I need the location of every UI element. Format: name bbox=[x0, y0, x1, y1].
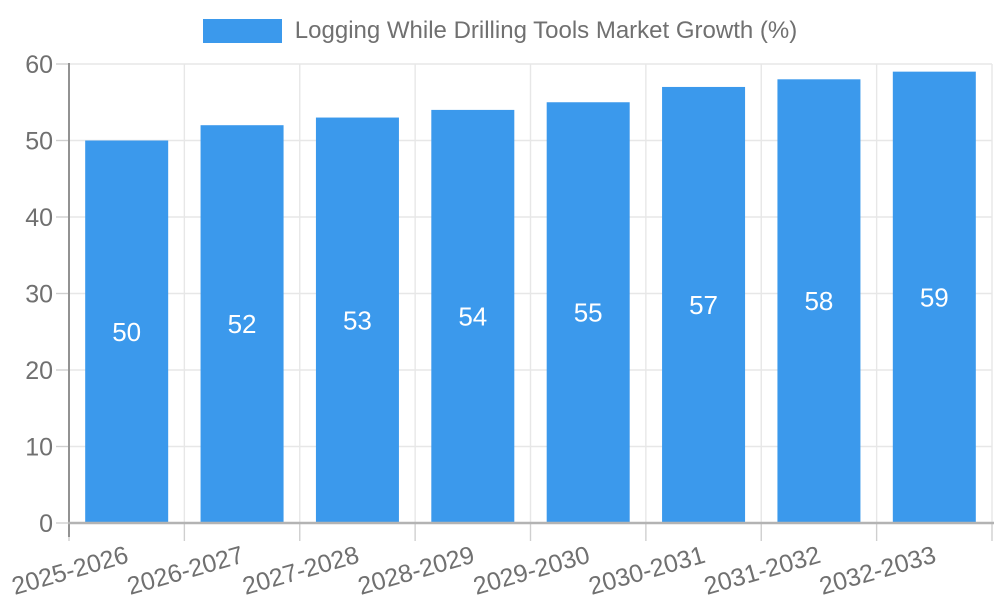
x-tick-label: 2029-2030 bbox=[470, 541, 593, 600]
legend-swatch bbox=[202, 19, 282, 43]
x-tick-label: 2030-2031 bbox=[586, 541, 709, 600]
bar bbox=[315, 117, 399, 524]
y-tick-label: 10 bbox=[25, 434, 53, 462]
bar-value-label: 58 bbox=[804, 286, 833, 316]
y-tick-label: 0 bbox=[39, 510, 53, 538]
x-tick-label: 2031-2032 bbox=[701, 541, 824, 600]
x-tick-label: 2032-2033 bbox=[816, 541, 939, 600]
bar-value-label: 57 bbox=[689, 290, 718, 320]
bar-value-label: 55 bbox=[574, 298, 603, 328]
bar-value-label: 52 bbox=[228, 309, 257, 339]
bar bbox=[200, 125, 284, 523]
legend-label: Logging While Drilling Tools Market Grow… bbox=[294, 17, 798, 44]
bar bbox=[662, 86, 746, 523]
bar bbox=[431, 109, 515, 524]
bar bbox=[546, 102, 630, 523]
bar-value-label: 59 bbox=[920, 282, 949, 312]
bar bbox=[85, 140, 169, 523]
y-tick-label: 50 bbox=[25, 128, 53, 156]
legend-item[interactable]: Logging While Drilling Tools Market Grow… bbox=[0, 17, 1000, 45]
bar-value-label: 50 bbox=[112, 317, 141, 347]
bar bbox=[892, 71, 976, 524]
bar bbox=[777, 79, 861, 524]
y-tick-label: 20 bbox=[25, 357, 53, 385]
x-tick-label: 2025-2026 bbox=[9, 541, 132, 600]
x-tick-label: 2026-2027 bbox=[124, 541, 247, 600]
x-tick-label: 2028-2029 bbox=[355, 541, 478, 600]
x-tick-label: 2027-2028 bbox=[239, 541, 362, 600]
y-tick-label: 60 bbox=[25, 51, 53, 79]
bar-value-label: 54 bbox=[458, 301, 487, 331]
y-tick-label: 30 bbox=[25, 281, 53, 309]
bar-value-label: 53 bbox=[343, 305, 372, 335]
y-tick-label: 40 bbox=[25, 204, 53, 232]
